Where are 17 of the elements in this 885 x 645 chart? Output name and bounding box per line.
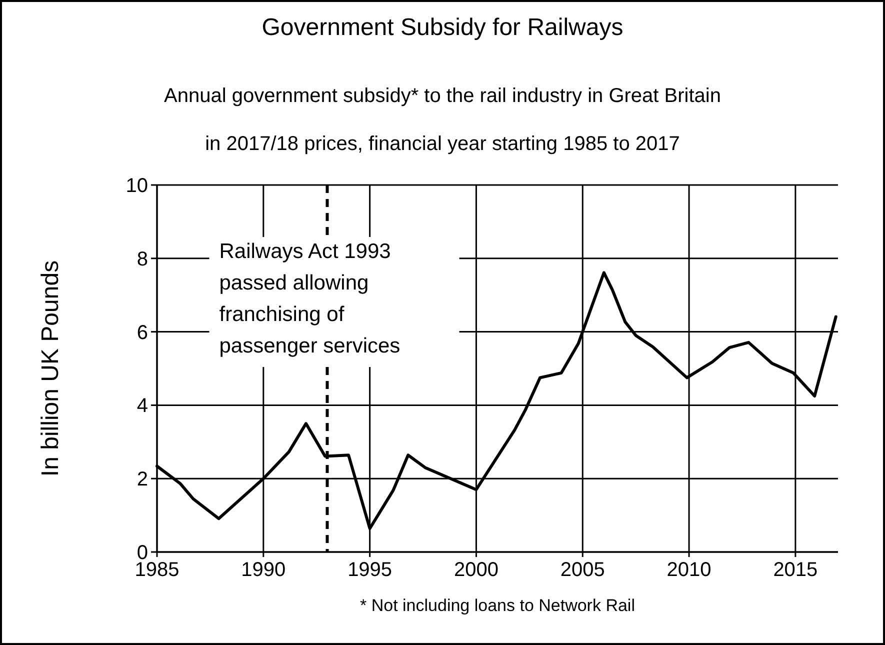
text: Annual government subsidy* to the rail industry in Great Britain in 2017/18 prices, financial year starting 1985 to 2017 <box>164 85 721 155</box>
x-tick-label: 1990 <box>241 559 286 581</box>
x-tick-label: 2015 <box>773 559 818 581</box>
y-tick-label: 10 <box>126 175 148 197</box>
x-tick-label: 1985 <box>134 559 180 581</box>
y-axis-title: In billion UK Pounds <box>37 260 64 477</box>
ref-line-label: Railways Act 1993 passed allowing franchising of passenger services <box>219 240 400 358</box>
y-tick-label: 8 <box>136 248 148 270</box>
x-tick-label: 2005 <box>560 559 605 581</box>
text: * Not including loans to Network Rail <box>360 596 635 615</box>
chart-title: Government Subsidy for Railways <box>262 14 624 41</box>
x-tick-label: 2000 <box>454 559 498 581</box>
y-tick-label: 2 <box>136 468 148 491</box>
y-tick-label: 6 <box>136 322 148 344</box>
x-tick-label: 1995 <box>348 559 392 581</box>
y-tick-label: 4 <box>136 395 148 418</box>
x-tick-label: 2010 <box>666 559 712 581</box>
